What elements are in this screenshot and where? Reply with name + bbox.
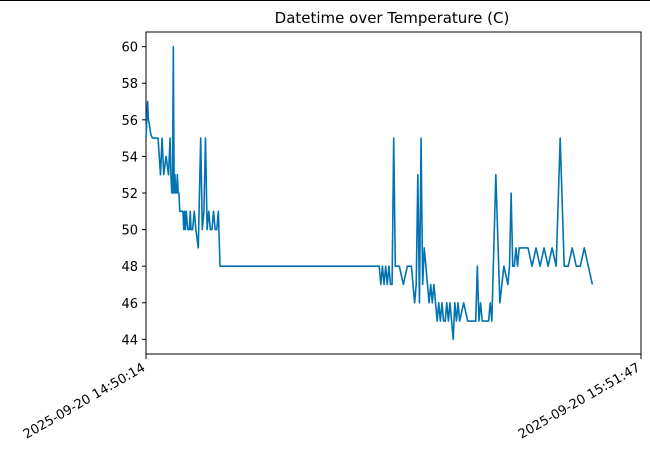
y-tick-label: 50 — [121, 224, 138, 239]
y-tick-label: 44 — [121, 333, 138, 348]
top-border-line — [0, 0, 650, 1]
y-tick-label: 56 — [121, 114, 138, 129]
x-axis-ticks: 2025-09-20 14:50:14 2025-09-20 15:51:47 — [21, 354, 643, 443]
x-tick-label: 2025-09-20 15:51:47 — [516, 360, 643, 442]
series-layer — [145, 45, 594, 341]
chart-title: Datetime over Temperature (C) — [275, 9, 510, 27]
y-tick-label: 54 — [121, 150, 138, 165]
x-tick-label: 2025-09-20 14:50:14 — [21, 360, 148, 442]
y-tick-label: 48 — [121, 260, 138, 275]
y-tick-label: 52 — [121, 187, 138, 202]
y-axis-ticks: 44 46 48 50 52 54 56 58 60 — [121, 41, 146, 348]
y-tick-label: 60 — [121, 41, 138, 56]
y-tick-label: 46 — [121, 297, 138, 312]
y-tick-label: 58 — [121, 77, 138, 92]
temperature-series-line — [145, 45, 594, 341]
